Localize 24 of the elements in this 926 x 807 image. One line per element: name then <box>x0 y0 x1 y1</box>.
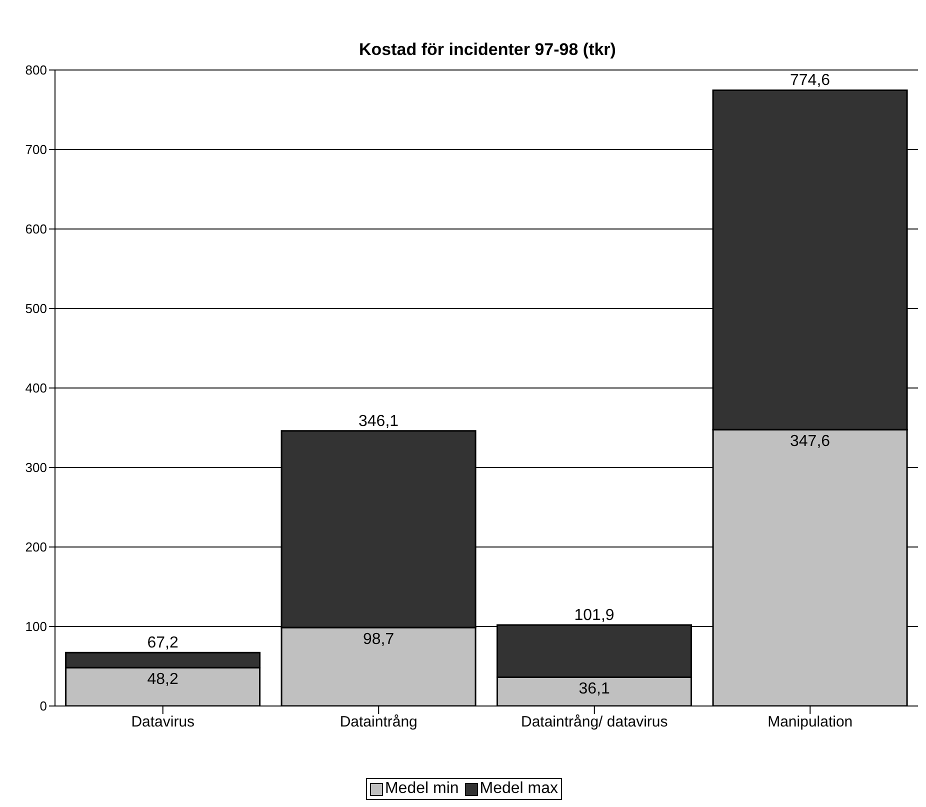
y-tick-label: 300 <box>25 460 47 476</box>
x-tick-label: Datavirus <box>131 714 195 731</box>
total-label: 67,2 <box>147 634 178 652</box>
total-label: 346,1 <box>358 412 399 430</box>
y-tick-label: 0 <box>40 698 47 714</box>
y-tick-label: 400 <box>25 380 47 396</box>
y-tick-label: 200 <box>25 540 47 555</box>
y-tick-label: 800 <box>25 62 47 78</box>
total-label: 774,6 <box>790 72 830 90</box>
x-tick-label: Dataintrång/ datavirus <box>521 714 668 731</box>
total-label: 101,9 <box>574 606 614 624</box>
legend-label: Medel max <box>480 780 558 798</box>
data-label: 36,1 <box>578 680 610 698</box>
y-tick-label: 100 <box>25 619 47 634</box>
x-tick-label: Dataintrång <box>340 714 418 731</box>
y-tick-label: 500 <box>25 301 47 316</box>
data-label: 48,2 <box>147 671 178 688</box>
data-label: 98,7 <box>362 630 394 648</box>
x-tick-label: Manipulation <box>768 714 853 731</box>
chart-title: Kostad för incidenter 97-98 (tkr) <box>358 40 617 60</box>
y-tick-label: 600 <box>25 222 47 237</box>
data-label: 347,6 <box>790 433 830 450</box>
y-tick-label: 700 <box>25 142 47 158</box>
legend-label: Medel min <box>384 780 459 798</box>
